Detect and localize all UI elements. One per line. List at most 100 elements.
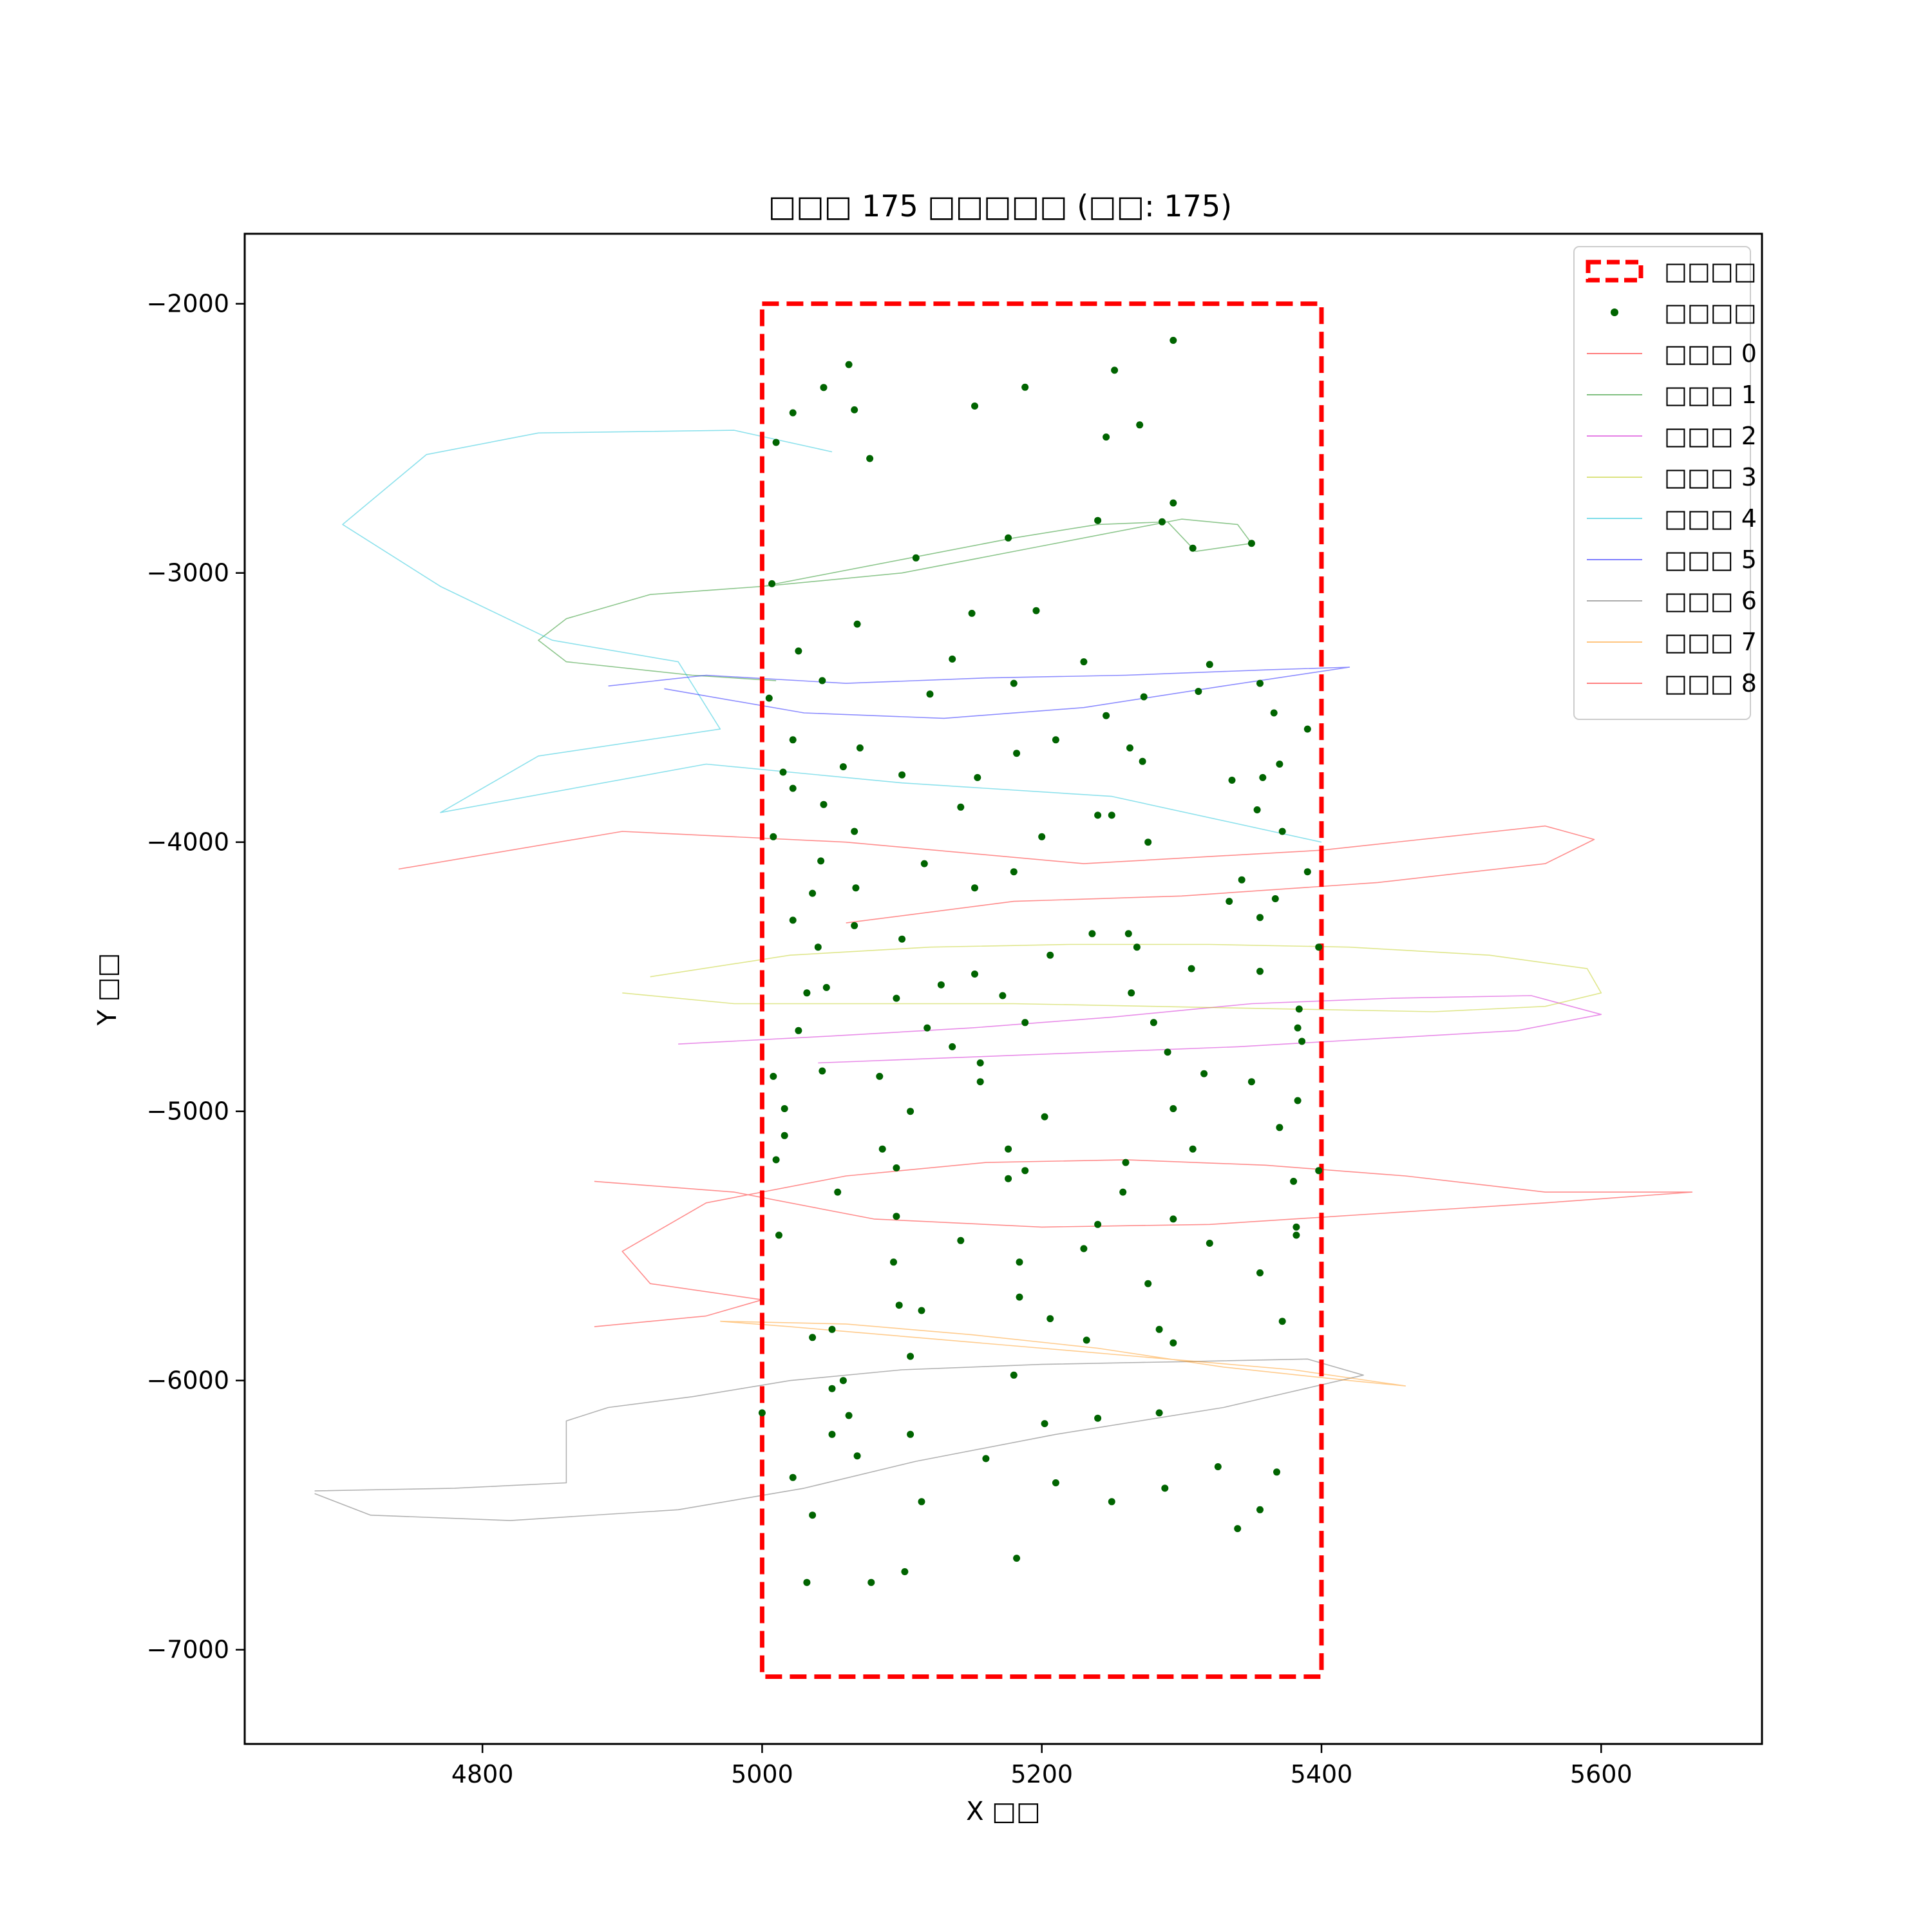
sample-point bbox=[795, 1027, 802, 1034]
series-line-3 bbox=[622, 943, 1602, 1012]
x-tick-label: 5000 bbox=[731, 1760, 793, 1788]
sample-point bbox=[867, 1578, 875, 1586]
sample-point bbox=[949, 655, 956, 663]
sample-point bbox=[770, 1072, 777, 1080]
sample-point bbox=[893, 1213, 900, 1220]
legend: □□□□ □□□□ □□□ 0 □□□ 1 □□□ 2 □□□ 3 □□□ 4 □□□ 5 □□… bbox=[1573, 246, 1757, 720]
region-rectangle bbox=[759, 301, 1324, 1679]
sample-point bbox=[918, 1307, 925, 1314]
sample-point bbox=[1270, 709, 1278, 717]
sample-point bbox=[839, 763, 847, 771]
sample-point bbox=[1016, 1258, 1023, 1266]
sample-point bbox=[1010, 679, 1018, 687]
sample-point bbox=[1315, 943, 1323, 951]
sample-point bbox=[976, 1078, 984, 1086]
sample-point bbox=[1046, 1315, 1054, 1323]
sample-point bbox=[1038, 833, 1046, 840]
x-axis-label: X □□ bbox=[966, 1797, 1041, 1826]
sample-point bbox=[1052, 1479, 1059, 1486]
sample-point bbox=[1256, 679, 1264, 687]
sample-point bbox=[1021, 1019, 1029, 1027]
sample-point bbox=[1293, 1231, 1300, 1239]
sample-point bbox=[765, 694, 773, 702]
series-line-1 bbox=[538, 518, 1253, 681]
sample-point bbox=[789, 736, 797, 744]
sample-point bbox=[1111, 366, 1119, 374]
sample-point bbox=[1295, 1005, 1303, 1013]
sample-point bbox=[907, 1108, 914, 1115]
sample-point bbox=[820, 384, 828, 392]
sample-point bbox=[1155, 1325, 1163, 1333]
sample-point bbox=[1013, 750, 1021, 757]
sample-point bbox=[878, 1145, 886, 1153]
sample-point bbox=[1170, 1339, 1177, 1347]
sample-point bbox=[1032, 607, 1040, 614]
sample-point bbox=[1195, 688, 1202, 696]
sample-point bbox=[853, 1452, 861, 1460]
sample-point bbox=[1170, 1215, 1177, 1223]
sample-point bbox=[1119, 1188, 1127, 1196]
sample-point bbox=[758, 1409, 766, 1417]
sample-point bbox=[1159, 518, 1166, 526]
sample-point bbox=[1094, 1414, 1102, 1422]
sample-point bbox=[1247, 1078, 1255, 1086]
legend-label-points: □□□□ bbox=[1664, 298, 1757, 327]
y-tick-label: −4000 bbox=[146, 828, 229, 857]
sample-point bbox=[890, 1258, 897, 1266]
sample-point bbox=[912, 554, 920, 562]
sample-point bbox=[845, 361, 853, 368]
sample-point bbox=[1315, 1167, 1323, 1175]
sample-point bbox=[789, 1473, 797, 1481]
sample-point bbox=[822, 983, 830, 991]
sample-point bbox=[828, 1430, 836, 1438]
sample-point bbox=[814, 943, 822, 951]
sample-point bbox=[845, 1412, 853, 1419]
sample-point bbox=[1124, 930, 1132, 938]
sample-point bbox=[1088, 930, 1096, 938]
sample-point bbox=[834, 1188, 842, 1196]
sample-point bbox=[949, 1043, 956, 1050]
legend-label-series-8: □□□ 8 bbox=[1664, 669, 1757, 697]
sample-point bbox=[923, 1024, 931, 1032]
x-tick-label: 5600 bbox=[1570, 1760, 1633, 1788]
sample-point bbox=[770, 833, 777, 840]
sample-point bbox=[1052, 736, 1059, 744]
sample-point bbox=[1094, 516, 1102, 524]
legend-label-series-1: □□□ 1 bbox=[1664, 381, 1757, 409]
sample-point bbox=[1126, 744, 1133, 752]
sample-point bbox=[1228, 777, 1236, 784]
sample-point bbox=[1273, 1468, 1280, 1476]
sample-point bbox=[1278, 828, 1286, 835]
sample-point bbox=[1155, 1409, 1163, 1417]
sample-point bbox=[809, 1334, 817, 1341]
sample-point bbox=[851, 922, 858, 929]
sample-point bbox=[1103, 433, 1110, 441]
sample-point bbox=[853, 620, 861, 628]
sample-point bbox=[1128, 989, 1135, 997]
sample-point bbox=[1005, 1145, 1012, 1153]
y-tick-label: −5000 bbox=[146, 1097, 229, 1126]
sample-point bbox=[839, 1377, 847, 1385]
sample-point bbox=[971, 402, 978, 410]
x-tick-label: 5200 bbox=[1010, 1760, 1073, 1788]
sample-point bbox=[1256, 1506, 1264, 1513]
sample-point bbox=[856, 744, 864, 752]
sample-point bbox=[1253, 806, 1261, 813]
sample-point bbox=[1010, 868, 1018, 876]
sample-point bbox=[1200, 1070, 1208, 1077]
sample-point bbox=[898, 935, 906, 943]
sample-point bbox=[1103, 712, 1110, 719]
series-line-6 bbox=[314, 1358, 1364, 1521]
sample-point bbox=[898, 771, 906, 779]
sample-point bbox=[1108, 811, 1115, 819]
legend-label-series-0: □□□ 0 bbox=[1664, 339, 1757, 368]
sample-point bbox=[1303, 725, 1311, 733]
sample-point bbox=[1041, 1113, 1048, 1121]
sample-point bbox=[1010, 1371, 1018, 1379]
sample-point bbox=[1256, 967, 1264, 975]
sample-point bbox=[1080, 1245, 1088, 1253]
sample-point bbox=[1016, 1293, 1023, 1301]
sample-point bbox=[1170, 337, 1177, 344]
sample-point bbox=[1144, 1280, 1152, 1287]
sample-point bbox=[1144, 838, 1152, 846]
